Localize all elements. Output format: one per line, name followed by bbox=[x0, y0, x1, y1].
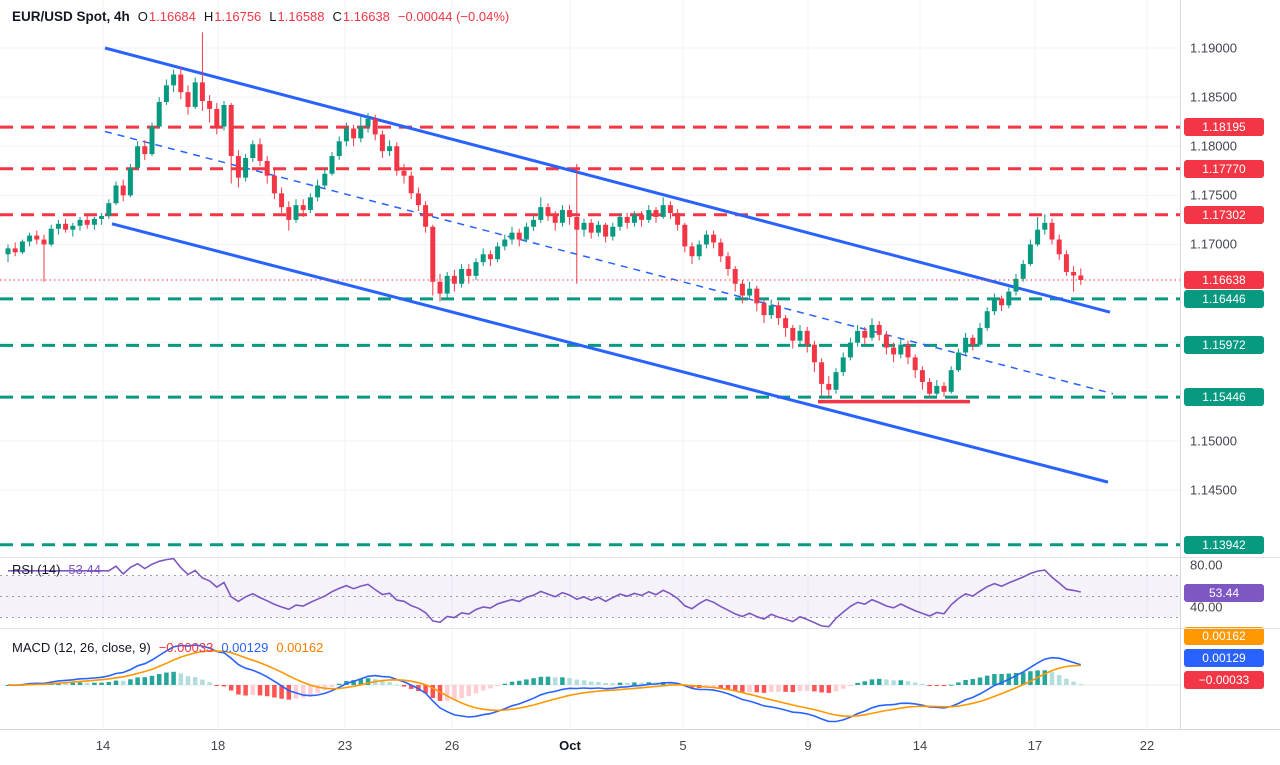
rsi-tick-label: 40.00 bbox=[1190, 599, 1223, 615]
price-change: −0.00044 (−0.04%) bbox=[397, 9, 510, 24]
time-axis-label: Oct bbox=[559, 738, 581, 753]
macd-hist-value: −0.00033 bbox=[158, 640, 214, 655]
time-axis-label: 18 bbox=[210, 738, 226, 753]
time-axis-label: 23 bbox=[337, 738, 353, 753]
rsi-tick-label: 80.00 bbox=[1190, 557, 1223, 573]
macd-signal-badge: 0.00162 bbox=[1184, 627, 1264, 645]
time-axis[interactable]: 14 18 23 26 Oct 5 9 14 17 22 bbox=[0, 729, 1280, 765]
price-tick-label: 1.14500 bbox=[1190, 482, 1237, 498]
symbol-title[interactable]: EUR/USD Spot, 4h bbox=[12, 9, 130, 24]
price-level-badge: 1.17770 bbox=[1184, 159, 1264, 178]
price-level-badge: 1.15972 bbox=[1184, 336, 1264, 355]
rsi-legend[interactable]: RSI (14) 53.44 bbox=[12, 562, 101, 577]
price-level-badge: 1.18195 bbox=[1184, 118, 1264, 137]
rsi-pane[interactable] bbox=[0, 557, 1280, 628]
macd-pane[interactable] bbox=[0, 628, 1280, 729]
rsi-value-badge: 53.44 bbox=[1184, 583, 1264, 602]
time-axis-label: 17 bbox=[1027, 738, 1043, 753]
rsi-value: 53.44 bbox=[68, 562, 101, 577]
price-axis[interactable]: 1.19000 1.18500 1.18000 1.17500 1.17000 1.150… bbox=[1180, 0, 1280, 729]
macd-legend[interactable]: MACD (12, 26, close, 9) −0.00033 0.00129… bbox=[12, 640, 323, 655]
time-axis-label: 9 bbox=[804, 738, 812, 753]
pane-resize-handle-macd[interactable] bbox=[0, 628, 1280, 629]
price-level-badge: 1.17302 bbox=[1184, 205, 1264, 224]
macd-line-value: 0.00129 bbox=[221, 640, 269, 655]
last-price-badge: 1.16638 bbox=[1184, 270, 1264, 289]
macd-signal-value: 0.00162 bbox=[276, 640, 324, 655]
time-axis-label: 22 bbox=[1139, 738, 1155, 753]
ohlc-low: L 1.16588 bbox=[269, 9, 325, 24]
macd-hist-badge: −0.00033 bbox=[1184, 671, 1264, 689]
time-axis-label: 26 bbox=[444, 738, 460, 753]
time-axis-label: 14 bbox=[912, 738, 928, 753]
price-level-badge: 1.16446 bbox=[1184, 289, 1264, 308]
ohlc-high: H 1.16756 bbox=[203, 9, 262, 24]
price-pane[interactable] bbox=[0, 0, 1280, 557]
rsi-label: RSI (14) bbox=[12, 562, 61, 577]
price-level-badge: 1.13942 bbox=[1184, 535, 1264, 554]
ohlc-open: O 1.16684 bbox=[137, 9, 196, 24]
time-axis-label: 5 bbox=[679, 738, 687, 753]
macd-line-badge: 0.00129 bbox=[1184, 649, 1264, 667]
macd-label: MACD (12, 26, close, 9) bbox=[12, 640, 151, 655]
time-axis-label: 14 bbox=[95, 738, 111, 753]
pane-resize-handle-rsi[interactable] bbox=[0, 557, 1280, 558]
price-level-badge: 1.15446 bbox=[1184, 388, 1264, 407]
ohlc-close: C 1.16638 bbox=[332, 9, 390, 24]
price-tick-label: 1.15000 bbox=[1190, 433, 1237, 449]
symbol-legend[interactable]: EUR/USD Spot, 4h O 1.16684 H 1.16756 L 1.16… bbox=[12, 9, 509, 24]
price-tick-label: 1.18000 bbox=[1190, 138, 1237, 154]
price-tick-label: 1.17500 bbox=[1190, 187, 1237, 203]
price-tick-label: 1.17000 bbox=[1190, 236, 1237, 252]
price-tick-label: 1.19000 bbox=[1190, 40, 1237, 56]
price-tick-label: 1.18500 bbox=[1190, 89, 1237, 105]
